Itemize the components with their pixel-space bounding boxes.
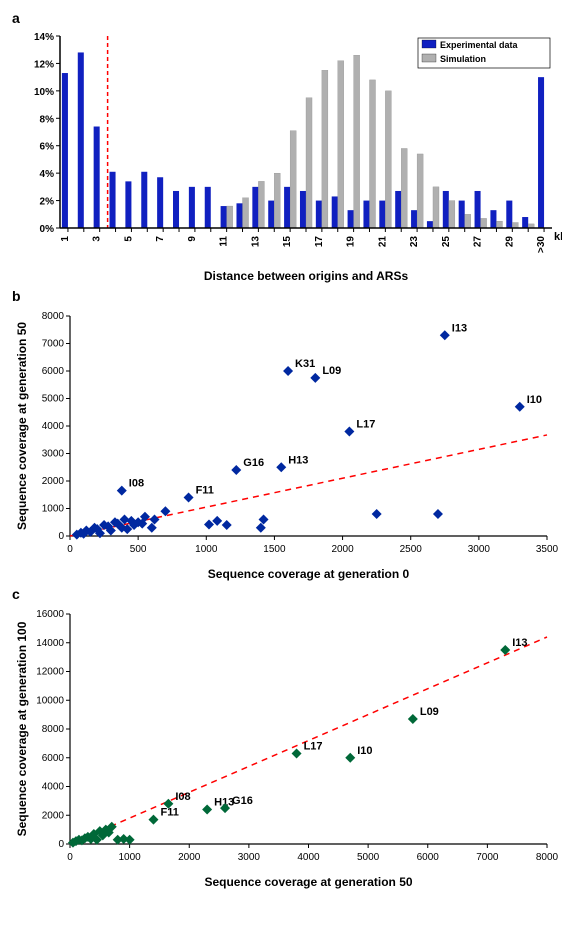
bar-chart-a: 0%2%4%6%8%10%12%14%135791113151719212325… [10,28,562,288]
svg-text:0: 0 [58,531,64,542]
svg-text:8000: 8000 [536,852,559,863]
svg-text:14000: 14000 [36,638,64,649]
svg-text:I08: I08 [129,478,144,490]
svg-text:I10: I10 [357,745,372,757]
svg-text:1000: 1000 [195,544,218,555]
svg-text:Experimental data: Experimental data [440,40,519,50]
svg-text:6000: 6000 [42,366,65,377]
svg-text:L09: L09 [322,365,341,377]
svg-text:14%: 14% [34,32,54,43]
svg-text:F11: F11 [196,485,214,497]
svg-text:G16: G16 [232,795,253,807]
svg-text:F11: F11 [160,807,178,819]
svg-text:H13: H13 [288,454,308,466]
svg-text:4%: 4% [40,169,55,180]
svg-text:3000: 3000 [238,852,261,863]
svg-text:I10: I10 [527,394,542,406]
svg-text:K31: K31 [295,358,315,370]
svg-text:2000: 2000 [178,852,201,863]
svg-text:Distance between origins and A: Distance between origins and ARSs [204,269,409,283]
svg-text:3500: 3500 [536,544,559,555]
svg-text:Simulation: Simulation [440,54,486,64]
svg-text:2000: 2000 [331,544,354,555]
svg-text:17: 17 [314,236,325,248]
svg-text:L09: L09 [420,706,439,718]
svg-text:3000: 3000 [468,544,491,555]
svg-text:15: 15 [282,236,293,248]
svg-text:1000: 1000 [42,504,65,515]
svg-text:2000: 2000 [42,810,65,821]
svg-text:Sequence coverage at generatio: Sequence coverage at generation 50 [15,322,29,530]
svg-text:25: 25 [441,236,452,248]
svg-text:10%: 10% [34,87,54,98]
svg-text:29: 29 [504,236,515,248]
svg-text:0%: 0% [40,224,55,235]
svg-text:Sequence coverage at generatio: Sequence coverage at generation 50 [204,875,412,889]
svg-text:>30: >30 [536,236,547,253]
svg-text:9: 9 [187,236,198,242]
svg-text:1500: 1500 [263,544,286,555]
svg-text:2000: 2000 [42,476,65,487]
svg-text:0: 0 [67,544,73,555]
svg-text:4000: 4000 [297,852,320,863]
svg-text:23: 23 [409,236,420,248]
panel-a-label: a [12,10,562,26]
svg-text:12000: 12000 [36,667,64,678]
svg-text:7000: 7000 [476,852,499,863]
svg-text:1000: 1000 [119,852,142,863]
svg-text:3: 3 [92,236,103,242]
svg-text:0: 0 [67,852,73,863]
svg-text:3000: 3000 [42,449,65,460]
svg-text:4000: 4000 [42,782,65,793]
panel-a: a 0%2%4%6%8%10%12%14%1357911131517192123… [10,10,562,288]
svg-text:11: 11 [219,236,230,247]
svg-text:L17: L17 [356,419,375,431]
svg-text:16000: 16000 [36,609,64,620]
svg-text:12%: 12% [34,59,54,70]
panel-c: c 02000400060008000100001200014000160000… [10,586,562,894]
svg-text:5000: 5000 [42,394,65,405]
scatter-chart-b: 0 1000 2000 3000 4000 5000 6000 7000 8000 0 500 100… [10,306,562,586]
svg-text:Sequence coverage at generatio: Sequence coverage at generation 0 [208,567,410,581]
svg-text:5: 5 [123,236,134,242]
svg-text:10000: 10000 [36,695,64,706]
svg-text:4000: 4000 [42,421,65,432]
svg-text:I13: I13 [452,322,467,334]
svg-text:19: 19 [346,236,357,248]
svg-text:8000: 8000 [42,311,65,322]
svg-text:21: 21 [377,236,388,248]
panel-b: b 0 1000 2000 3000 4000 5000 6000 7000 8000 0 500 1… [10,288,562,586]
svg-text:6000: 6000 [417,852,440,863]
svg-text:2%: 2% [40,197,55,208]
svg-text:0: 0 [58,839,64,850]
svg-text:7: 7 [155,236,166,242]
svg-text:kb: kb [554,231,562,243]
svg-text:8%: 8% [40,114,55,125]
svg-text:7000: 7000 [42,339,65,350]
svg-text:I08: I08 [175,791,190,803]
svg-text:6000: 6000 [42,753,65,764]
svg-text:2500: 2500 [400,544,423,555]
svg-text:8000: 8000 [42,724,65,735]
panel-c-label: c [12,586,562,602]
svg-text:27: 27 [473,236,484,248]
svg-text:Sequence coverage at generatio: Sequence coverage at generation 100 [15,621,29,836]
svg-text:L17: L17 [304,740,323,752]
svg-text:13: 13 [250,236,261,248]
svg-text:1: 1 [60,236,71,242]
svg-text:6%: 6% [40,142,55,153]
svg-text:5000: 5000 [357,852,380,863]
svg-text:500: 500 [130,544,147,555]
scatter-chart-c: 0 2000 4000 6000 8000 10000 12000 14000 16000 0 10… [10,604,562,894]
panel-b-label: b [12,288,562,304]
svg-text:I13: I13 [512,637,527,649]
svg-text:G16: G16 [243,457,264,469]
